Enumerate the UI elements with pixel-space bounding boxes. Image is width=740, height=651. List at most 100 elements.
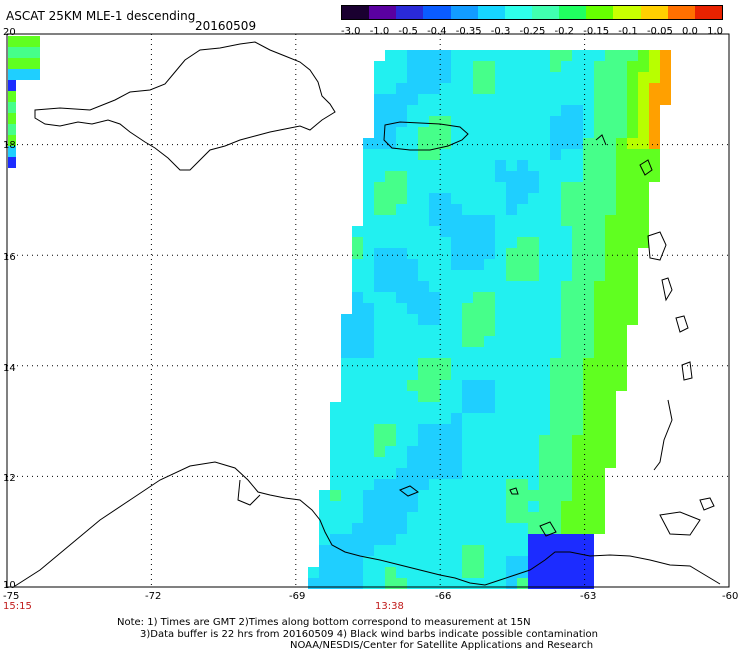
swath-cell — [594, 402, 605, 413]
swath-cell — [605, 237, 616, 248]
swath-cell — [407, 479, 418, 490]
swath-cell — [517, 292, 528, 303]
swath-cell — [374, 94, 385, 105]
swath-cell — [451, 292, 462, 303]
swath-cell — [462, 336, 473, 347]
swath-cell — [594, 83, 605, 94]
swath-cell — [495, 347, 506, 358]
swath-cell — [594, 270, 605, 281]
swath-cell — [583, 369, 594, 380]
swath-cell — [550, 446, 561, 457]
swath-cell — [506, 336, 517, 347]
swath-cell — [550, 226, 561, 237]
swath-cell — [517, 545, 528, 556]
swath-cell — [407, 457, 418, 468]
swath-cell — [517, 61, 528, 72]
swath-cell — [462, 215, 473, 226]
swath-cell — [528, 501, 539, 512]
swath-cell — [506, 303, 517, 314]
swath-cell — [374, 457, 385, 468]
swath-cell — [649, 116, 660, 127]
swath-cell — [484, 402, 495, 413]
swath-cell — [385, 248, 396, 259]
swath-cell — [396, 523, 407, 534]
swath-cell — [363, 424, 374, 435]
swath-cell — [506, 578, 517, 589]
swath-cell — [528, 369, 539, 380]
swath-cell — [440, 369, 451, 380]
color-scale-label: -0.35 — [455, 26, 482, 37]
swath-cell — [374, 468, 385, 479]
swath-cell — [594, 50, 605, 61]
swath-cell — [572, 325, 583, 336]
swath-cell — [539, 270, 550, 281]
swath-cell — [352, 402, 363, 413]
swath-cell — [561, 501, 572, 512]
swath-cell — [616, 259, 627, 270]
swath-cell — [473, 72, 484, 83]
swath-cell — [495, 61, 506, 72]
swath-cell — [451, 347, 462, 358]
swath-cell — [583, 358, 594, 369]
swath-cell — [484, 61, 495, 72]
swath-cell — [550, 457, 561, 468]
swath-cell — [396, 358, 407, 369]
swath-cell — [462, 314, 473, 325]
swath-cell — [572, 160, 583, 171]
swath-cell — [539, 523, 550, 534]
swath-cell — [484, 193, 495, 204]
swath-cell — [374, 182, 385, 193]
swath-cell — [451, 127, 462, 138]
swath-cell — [583, 116, 594, 127]
swath-cell — [572, 567, 583, 578]
swath-cell — [440, 336, 451, 347]
swath-cell — [550, 50, 561, 61]
swath-cell — [352, 281, 363, 292]
swath-cell — [495, 446, 506, 457]
swath-cell — [374, 193, 385, 204]
swath-cell — [440, 281, 451, 292]
swath-cell — [440, 193, 451, 204]
swath-cell — [429, 237, 440, 248]
swath-cell — [407, 369, 418, 380]
swath-cell — [561, 391, 572, 402]
swath-cell — [407, 105, 418, 116]
swath-cell — [528, 237, 539, 248]
swath-cell — [407, 567, 418, 578]
swath-cell — [440, 72, 451, 83]
coastline-segment — [595, 134, 607, 146]
swath-cell — [495, 369, 506, 380]
swath-cell — [462, 479, 473, 490]
swath-cell — [418, 314, 429, 325]
swath-cell — [385, 578, 396, 589]
note-line-1: Note: 1) Times are GMT 2)Times along bot… — [117, 617, 531, 628]
swath-cell — [451, 259, 462, 270]
swath-cell — [407, 303, 418, 314]
swath-cell — [605, 424, 616, 435]
swath-cell — [385, 160, 396, 171]
swath-cell — [418, 237, 429, 248]
swath-cell — [429, 501, 440, 512]
swath-cell — [528, 204, 539, 215]
swath-cell — [385, 94, 396, 105]
swath-cell — [330, 567, 341, 578]
swath-cell — [462, 303, 473, 314]
swath-cell — [550, 325, 561, 336]
swath-cell — [572, 83, 583, 94]
swath-cell — [451, 336, 462, 347]
swath-cell — [594, 523, 605, 534]
color-scale-swatch — [559, 6, 587, 19]
swath-cell — [484, 534, 495, 545]
swath-cell — [462, 545, 473, 556]
swath-cell — [517, 391, 528, 402]
swath-cell — [352, 391, 363, 402]
swath-cell — [473, 182, 484, 193]
swath-cell — [627, 171, 638, 182]
swath-cell — [462, 138, 473, 149]
swath-cell — [462, 193, 473, 204]
strip-cell — [8, 91, 16, 102]
swath-cell — [572, 281, 583, 292]
swath-cell — [462, 94, 473, 105]
swath-cell — [605, 402, 616, 413]
swath-cell — [572, 248, 583, 259]
